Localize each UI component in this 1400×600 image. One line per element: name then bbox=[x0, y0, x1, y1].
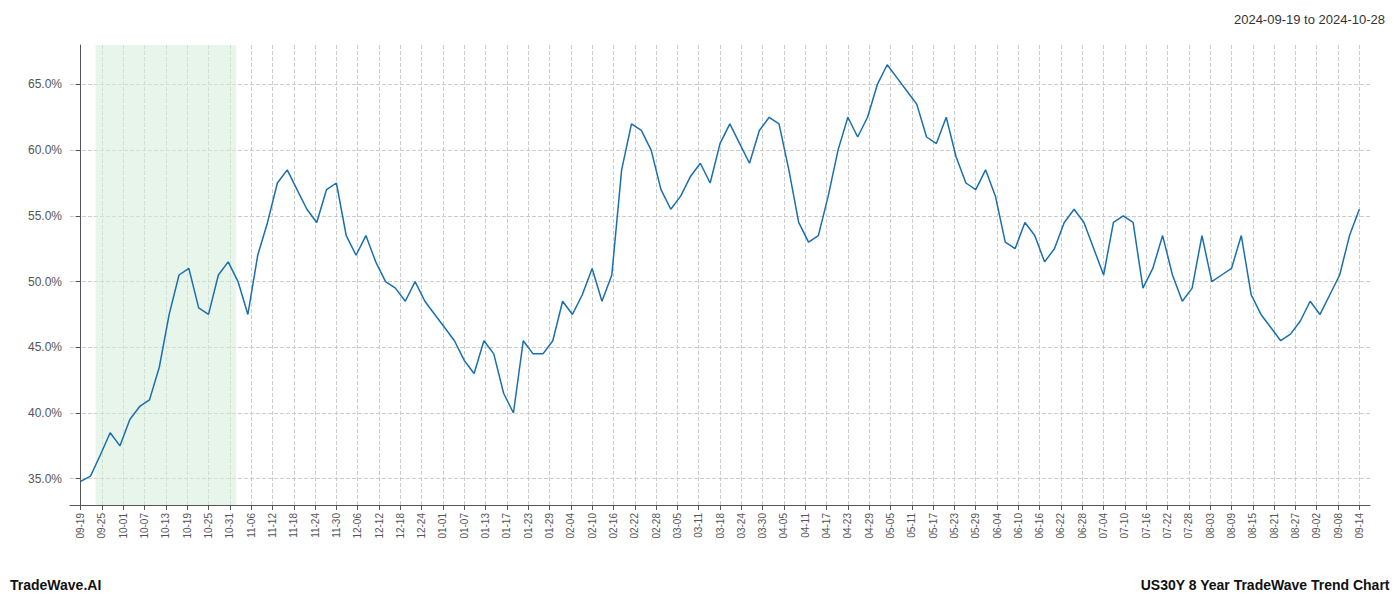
svg-text:US30Y 8 Year TradeWave Trend C: US30Y 8 Year TradeWave Trend Chart bbox=[1141, 577, 1390, 593]
svg-text:03-05: 03-05 bbox=[672, 513, 683, 539]
svg-text:11-18: 11-18 bbox=[288, 513, 299, 538]
svg-text:01-13: 01-13 bbox=[480, 513, 491, 539]
svg-text:10-19: 10-19 bbox=[182, 513, 193, 539]
svg-text:04-29: 04-29 bbox=[864, 513, 875, 539]
svg-text:10-31: 10-31 bbox=[224, 513, 235, 539]
svg-text:03-11: 03-11 bbox=[693, 513, 704, 538]
svg-text:05-11: 05-11 bbox=[906, 513, 917, 538]
svg-text:05-29: 05-29 bbox=[970, 513, 981, 539]
svg-text:01-07: 01-07 bbox=[459, 513, 470, 539]
svg-text:02-16: 02-16 bbox=[608, 513, 619, 539]
svg-text:04-23: 04-23 bbox=[842, 513, 853, 539]
svg-text:04-11: 04-11 bbox=[800, 513, 811, 538]
svg-text:11-06: 11-06 bbox=[246, 513, 257, 538]
svg-text:05-23: 05-23 bbox=[949, 513, 960, 539]
svg-text:10-01: 10-01 bbox=[118, 513, 129, 539]
svg-text:02-04: 02-04 bbox=[565, 513, 576, 539]
svg-text:45.0%: 45.0% bbox=[28, 340, 62, 354]
svg-text:07-04: 07-04 bbox=[1098, 513, 1109, 539]
svg-text:TradeWave.AI: TradeWave.AI bbox=[10, 577, 101, 593]
svg-text:06-04: 06-04 bbox=[992, 513, 1003, 539]
svg-text:60.0%: 60.0% bbox=[28, 143, 62, 157]
svg-text:2024-09-19 to 2024-10-28: 2024-09-19 to 2024-10-28 bbox=[1234, 12, 1385, 27]
svg-text:05-05: 05-05 bbox=[885, 513, 896, 539]
svg-text:04-17: 04-17 bbox=[821, 513, 832, 539]
svg-text:10-07: 10-07 bbox=[139, 513, 150, 539]
svg-text:11-24: 11-24 bbox=[310, 513, 321, 538]
svg-text:03-30: 03-30 bbox=[757, 513, 768, 539]
svg-text:06-16: 06-16 bbox=[1034, 513, 1045, 539]
svg-text:10-13: 10-13 bbox=[160, 513, 171, 539]
svg-text:08-27: 08-27 bbox=[1290, 513, 1301, 539]
svg-text:01-29: 01-29 bbox=[544, 513, 555, 539]
svg-text:03-18: 03-18 bbox=[715, 513, 726, 539]
svg-text:02-22: 02-22 bbox=[629, 513, 640, 539]
svg-text:10-25: 10-25 bbox=[203, 513, 214, 539]
svg-text:02-10: 02-10 bbox=[587, 513, 598, 539]
svg-text:09-25: 09-25 bbox=[96, 513, 107, 539]
svg-text:35.0%: 35.0% bbox=[28, 472, 62, 486]
svg-text:06-22: 06-22 bbox=[1055, 513, 1066, 539]
svg-text:08-03: 08-03 bbox=[1205, 513, 1216, 539]
svg-text:01-17: 01-17 bbox=[501, 513, 512, 539]
svg-text:55.0%: 55.0% bbox=[28, 209, 62, 223]
svg-text:06-10: 06-10 bbox=[1013, 513, 1024, 539]
svg-text:02-28: 02-28 bbox=[651, 513, 662, 539]
svg-text:08-15: 08-15 bbox=[1247, 513, 1258, 539]
svg-text:06-28: 06-28 bbox=[1077, 513, 1088, 539]
svg-text:09-19: 09-19 bbox=[75, 513, 86, 539]
svg-text:04-05: 04-05 bbox=[778, 513, 789, 539]
svg-text:07-28: 07-28 bbox=[1183, 513, 1194, 539]
svg-text:01-23: 01-23 bbox=[523, 513, 534, 539]
svg-text:03-24: 03-24 bbox=[736, 513, 747, 539]
svg-text:40.0%: 40.0% bbox=[28, 406, 62, 420]
svg-text:08-09: 08-09 bbox=[1226, 513, 1237, 539]
svg-text:08-21: 08-21 bbox=[1269, 513, 1280, 539]
svg-text:65.0%: 65.0% bbox=[28, 77, 62, 91]
svg-text:11-30: 11-30 bbox=[331, 513, 342, 538]
svg-text:07-16: 07-16 bbox=[1141, 513, 1152, 539]
svg-text:12-12: 12-12 bbox=[374, 513, 385, 539]
svg-text:01-01: 01-01 bbox=[437, 513, 448, 539]
svg-text:07-22: 07-22 bbox=[1162, 513, 1173, 539]
svg-text:11-12: 11-12 bbox=[267, 513, 278, 538]
svg-text:09-14: 09-14 bbox=[1354, 513, 1365, 539]
svg-text:50.0%: 50.0% bbox=[28, 275, 62, 289]
svg-text:07-10: 07-10 bbox=[1119, 513, 1130, 539]
svg-text:12-06: 12-06 bbox=[352, 513, 363, 539]
svg-text:05-17: 05-17 bbox=[928, 513, 939, 539]
svg-text:09-02: 09-02 bbox=[1311, 513, 1322, 539]
svg-text:12-24: 12-24 bbox=[416, 513, 427, 539]
svg-text:12-18: 12-18 bbox=[395, 513, 406, 539]
svg-text:09-08: 09-08 bbox=[1333, 513, 1344, 539]
